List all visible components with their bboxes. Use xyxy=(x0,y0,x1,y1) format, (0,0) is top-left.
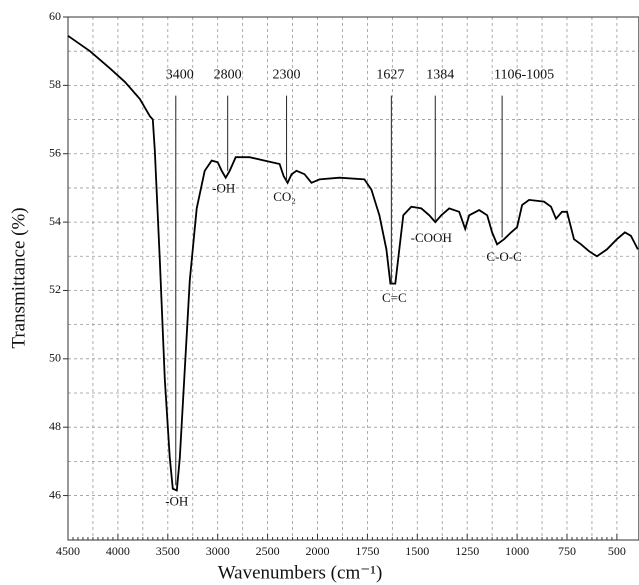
x-tick-label: 750 xyxy=(558,544,576,558)
band-label: C=C xyxy=(382,290,407,305)
x-tick-label: 3000 xyxy=(206,544,230,558)
y-tick-label: 60 xyxy=(49,9,61,23)
x-tick-label: 1000 xyxy=(505,544,529,558)
band-label: -COOH xyxy=(411,230,452,245)
x-tick-label: 2000 xyxy=(306,544,330,558)
band-label: -OH xyxy=(165,493,188,508)
y-tick-label: 48 xyxy=(49,419,61,433)
x-tick-label: 500 xyxy=(608,544,626,558)
y-axis-title: Transmittance (%) xyxy=(8,207,29,348)
y-tick-label: 58 xyxy=(49,77,61,91)
band-label: C-O-C xyxy=(486,249,521,264)
x-tick-label: 4000 xyxy=(106,544,130,558)
x-tick-label: 2500 xyxy=(256,544,280,558)
peak-label: 2300 xyxy=(273,67,301,82)
x-tick-label: 1750 xyxy=(355,544,379,558)
x-axis-title: Wavenumbers (cm⁻¹) xyxy=(218,562,383,583)
peak-label: 3400 xyxy=(166,67,194,82)
x-tick-label: 1500 xyxy=(405,544,429,558)
peak-label: 1106-1005 xyxy=(494,67,554,82)
y-tick-label: 54 xyxy=(49,214,61,228)
x-tick-label: 3500 xyxy=(156,544,180,558)
y-tick-label: 52 xyxy=(49,282,61,296)
peak-label: 2800 xyxy=(214,67,242,82)
y-tick-label: 56 xyxy=(49,145,61,159)
y-tick-label: 46 xyxy=(49,487,61,501)
peak-label: 1384 xyxy=(426,67,454,82)
x-tick-label: 1250 xyxy=(455,544,479,558)
peak-label: 1627 xyxy=(376,67,404,82)
band-label: CO₂ xyxy=(273,189,296,204)
y-tick-label: 50 xyxy=(49,351,61,365)
spectrum-line xyxy=(67,35,639,492)
x-tick-label: 4500 xyxy=(56,544,80,558)
band-label: -OH xyxy=(212,181,235,196)
